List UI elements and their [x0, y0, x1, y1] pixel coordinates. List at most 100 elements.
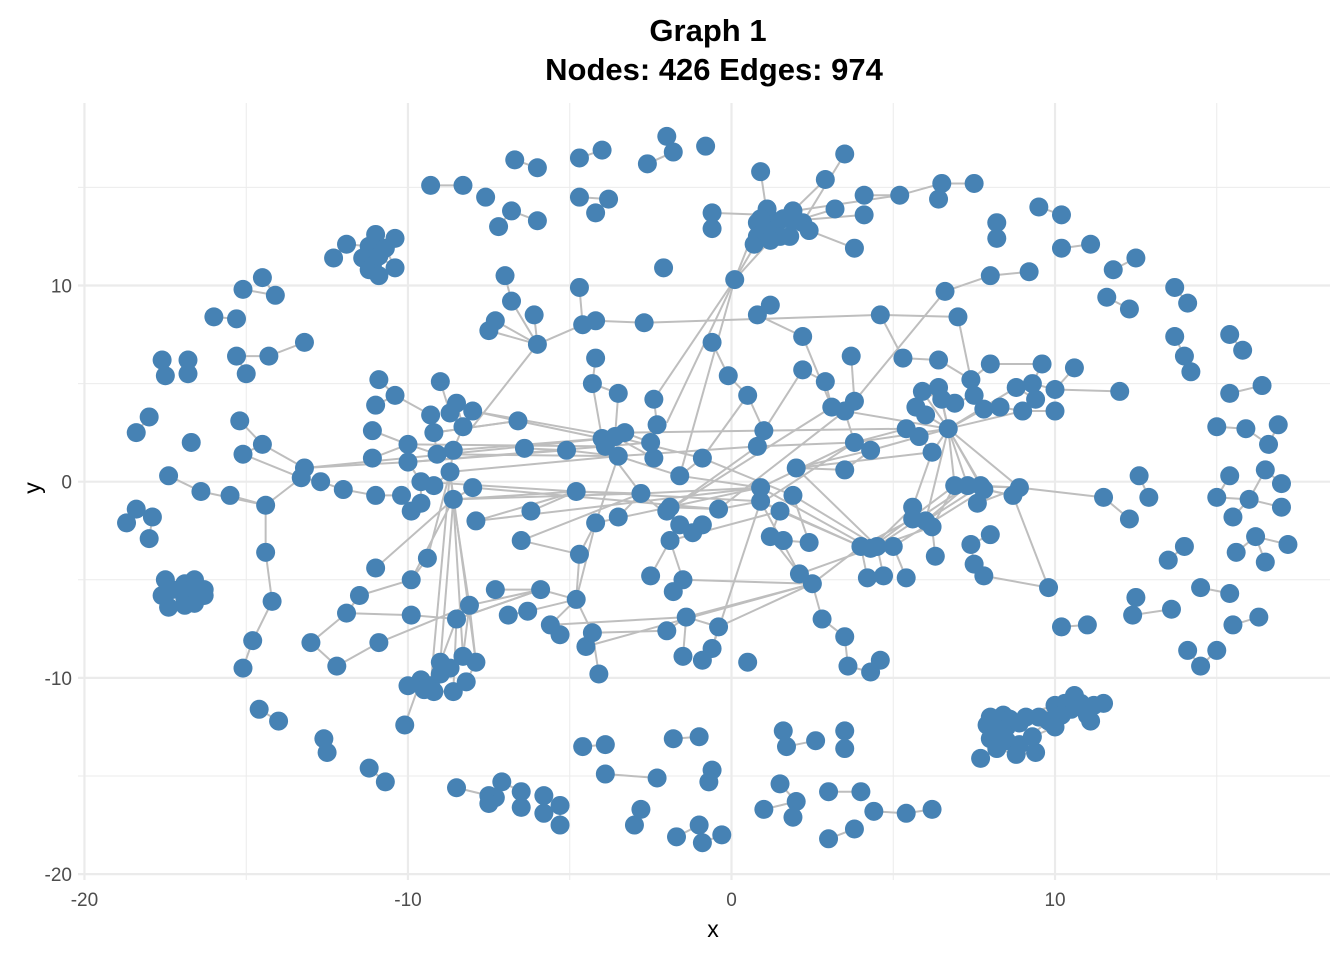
- graph-node: [844, 238, 864, 258]
- graph-node: [362, 421, 382, 441]
- graph-edge: [452, 499, 464, 657]
- graph-edge: [1054, 388, 1120, 393]
- graph-node: [660, 531, 680, 551]
- graph-node: [1191, 656, 1211, 676]
- graph-node: [1271, 497, 1291, 517]
- graph-node: [1223, 615, 1243, 635]
- graph-node: [660, 497, 680, 517]
- graph-node: [909, 427, 929, 447]
- graph-node: [466, 511, 486, 531]
- graph-node: [479, 793, 499, 813]
- graph-node: [663, 582, 683, 602]
- graph-node: [896, 568, 916, 588]
- graph-node: [608, 507, 628, 527]
- graph-node: [776, 737, 796, 757]
- graph-node: [890, 185, 910, 205]
- graph-node: [375, 772, 395, 792]
- graph-node: [369, 246, 389, 266]
- graph-node: [1045, 401, 1065, 421]
- graph-node: [443, 489, 463, 509]
- graph-node: [557, 440, 577, 460]
- graph-node: [252, 434, 272, 454]
- graph-edge: [718, 582, 813, 628]
- graph-edge: [242, 453, 302, 479]
- graph-node: [799, 533, 819, 553]
- graph-node: [1026, 742, 1046, 762]
- graph-node: [615, 423, 635, 443]
- node-layer: [117, 126, 1298, 853]
- graph-node: [1032, 354, 1052, 374]
- graph-node: [233, 444, 253, 464]
- graph-node: [1081, 234, 1101, 254]
- graph-node: [1174, 346, 1194, 366]
- graph-edge: [948, 410, 1023, 430]
- x-axis-label: x: [707, 916, 719, 942]
- graph-node: [443, 682, 463, 702]
- x-tick-label: 0: [726, 890, 737, 911]
- graph-node: [495, 266, 515, 286]
- graph-node: [249, 699, 269, 719]
- graph-node: [1239, 489, 1259, 509]
- graph-node: [476, 187, 496, 207]
- graph-node: [317, 742, 337, 762]
- graph-edge: [870, 427, 949, 452]
- graph-node: [971, 748, 991, 768]
- graph-node: [712, 825, 732, 845]
- graph-node: [751, 478, 771, 498]
- graph-node: [692, 448, 712, 468]
- graph-node: [799, 221, 819, 241]
- graph-node: [1207, 640, 1227, 660]
- graph-edge: [911, 451, 934, 508]
- graph-node: [812, 609, 832, 629]
- graph-node: [641, 566, 661, 586]
- graph-edge: [795, 467, 878, 548]
- graph-node: [569, 187, 589, 207]
- graph-node: [916, 405, 936, 425]
- graph-node: [1003, 485, 1023, 505]
- graph-node: [366, 395, 386, 415]
- graph-node: [463, 401, 483, 421]
- graph-node: [631, 483, 651, 503]
- graph-node: [1220, 584, 1240, 604]
- graph-node: [744, 234, 764, 254]
- graph-node: [1271, 474, 1291, 494]
- graph-edge: [763, 427, 907, 432]
- graph-node: [447, 778, 467, 798]
- graph-node: [181, 432, 201, 452]
- graph-node: [1051, 205, 1071, 225]
- graph-node: [1013, 401, 1033, 421]
- graph-node: [385, 385, 405, 405]
- graph-edge: [779, 510, 862, 548]
- graph-edge: [640, 486, 761, 495]
- graph-node: [608, 446, 628, 466]
- graph-node: [514, 438, 534, 458]
- graph-node: [896, 803, 916, 823]
- graph-edge: [346, 612, 412, 617]
- y-tick-label: -20: [45, 865, 72, 886]
- graph-node: [932, 173, 952, 193]
- graph-node: [676, 607, 696, 627]
- graph-edge: [594, 455, 620, 524]
- graph-node: [1139, 487, 1159, 507]
- graph-node: [1226, 542, 1246, 562]
- graph-node: [1252, 376, 1272, 396]
- graph-node: [806, 731, 826, 751]
- graph-node: [262, 591, 282, 611]
- graph-node: [1129, 466, 1149, 486]
- graph-edge: [420, 480, 577, 493]
- graph-node: [702, 219, 722, 239]
- graph-node: [1045, 717, 1065, 737]
- graph-node: [1094, 693, 1114, 713]
- graph-node: [508, 411, 528, 431]
- graph-node: [709, 499, 729, 519]
- graph-node: [421, 405, 441, 425]
- graph-node: [819, 829, 839, 849]
- graph-node: [854, 185, 874, 205]
- graph-node: [760, 230, 780, 250]
- graph-node: [702, 203, 722, 223]
- graph-edge: [550, 616, 687, 626]
- graph-node: [870, 305, 890, 325]
- graph-node: [631, 799, 651, 819]
- graph-node: [243, 631, 263, 651]
- graph-edge: [666, 445, 758, 512]
